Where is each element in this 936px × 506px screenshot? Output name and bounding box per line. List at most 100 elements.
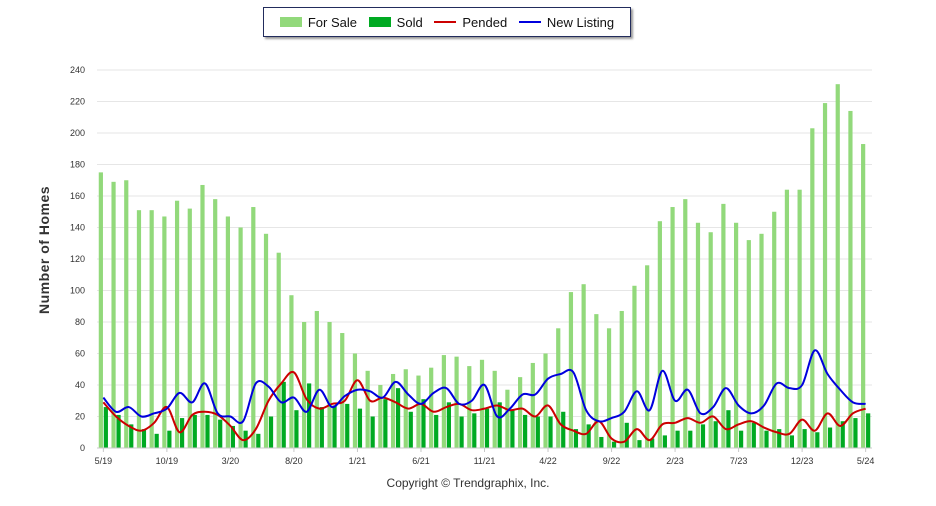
bar-sold	[129, 424, 134, 448]
bar-sold	[446, 402, 451, 448]
legend-item-sold[interactable]: Sold	[368, 14, 423, 30]
legend-swatch-sold	[368, 17, 391, 27]
legend-item-pended[interactable]: Pended	[434, 15, 507, 30]
bar-sold	[383, 399, 388, 448]
y-tick-label: 0	[80, 443, 85, 453]
bar-sold	[395, 388, 401, 448]
legend-label-for-sale: For Sale	[307, 14, 357, 30]
legend-swatch-new-listing	[518, 21, 541, 23]
bar-sold	[307, 383, 312, 448]
bar-sold	[713, 421, 718, 448]
bar-sold	[408, 411, 413, 448]
bar-for-sale	[479, 359, 485, 448]
line-pended	[102, 370, 866, 444]
x-tick-label: 6/21	[412, 456, 430, 466]
legend-label-sold: Sold	[396, 14, 423, 30]
bar-sold	[141, 429, 147, 448]
bar-for-sale	[238, 227, 243, 448]
y-tick-label: 140	[70, 223, 85, 233]
axis-layer: 0 20 40 60 80 100 120 140 160 180 200 220 240 5/19 10/…	[70, 65, 874, 466]
bar-for-sale	[632, 285, 637, 448]
bar-for-sale	[352, 353, 358, 448]
bar-sold	[421, 399, 426, 448]
bar-for-sale	[149, 210, 154, 448]
bar-for-sale	[365, 370, 370, 448]
y-tick-label: 180	[70, 160, 85, 170]
bar-for-sale	[390, 373, 396, 448]
bar-sold	[434, 414, 439, 448]
bar-sold	[535, 416, 540, 448]
bar-for-sale	[505, 389, 510, 448]
legend-item-for-sale[interactable]: For Sale	[279, 14, 357, 30]
bar-for-sale	[225, 216, 231, 448]
bar-sold	[484, 408, 490, 448]
bar-for-sale	[441, 355, 446, 448]
bar-sold	[802, 429, 807, 448]
bar-for-sale	[606, 328, 612, 448]
bar-sold	[205, 414, 210, 448]
bar-sold	[345, 403, 350, 448]
line-new-listing	[102, 349, 866, 424]
bar-layer	[98, 84, 871, 449]
x-tick-label: 5/24	[857, 456, 875, 466]
y-tick-label: 220	[70, 97, 85, 107]
legend-label-new-listing: New Listing	[546, 14, 615, 30]
x-tick-label: 10/19	[156, 456, 179, 466]
x-tick-label: 4/22	[539, 456, 557, 466]
bar-for-sale	[619, 310, 624, 448]
bar-for-sale	[136, 210, 142, 448]
bar-for-sale	[530, 362, 535, 448]
bar-for-sale	[467, 366, 472, 448]
bar-sold	[154, 433, 159, 448]
bar-sold	[510, 410, 515, 448]
y-tick-label: 20	[75, 412, 85, 422]
bar-sold	[103, 407, 108, 448]
bar-sold	[561, 411, 566, 448]
bar-for-sale	[556, 328, 561, 448]
bar-sold	[256, 433, 261, 448]
y-tick-label: 40	[75, 380, 85, 390]
x-tick-label: 11/21	[474, 456, 496, 466]
x-tick-label: 5/19	[95, 456, 113, 466]
x-tick-label: 12/23	[791, 456, 814, 466]
x-tick-label: 9/22	[603, 456, 621, 466]
bar-sold	[624, 422, 629, 448]
bar-for-sale	[746, 240, 751, 448]
legend-item-new-listing[interactable]: New Listing	[518, 14, 615, 30]
bar-for-sale	[861, 144, 866, 448]
bar-for-sale	[708, 232, 713, 448]
bar-for-sale	[797, 189, 802, 448]
legend-swatch-pended	[434, 21, 457, 23]
bar-sold	[116, 414, 121, 448]
bar-sold	[688, 430, 693, 448]
bar-for-sale	[581, 284, 586, 448]
x-tick-label: 3/20	[222, 456, 240, 466]
bar-sold	[294, 410, 299, 448]
x-tick-label: 8/20	[285, 456, 303, 466]
bar-for-sale	[200, 184, 205, 448]
y-tick-label: 80	[75, 317, 85, 327]
bar-sold	[866, 413, 871, 448]
bar-sold	[370, 416, 375, 448]
bar-for-sale	[835, 84, 840, 449]
bar-for-sale	[670, 207, 675, 448]
bar-sold	[637, 440, 642, 448]
bar-sold	[218, 419, 223, 448]
bar-for-sale	[733, 222, 739, 448]
bar-sold	[840, 421, 845, 448]
bar-sold	[853, 418, 858, 448]
bar-sold	[268, 416, 274, 448]
bar-sold	[167, 430, 172, 448]
bar-sold	[179, 418, 185, 448]
bar-for-sale	[683, 199, 688, 448]
y-tick-label: 240	[70, 65, 85, 75]
bar-for-sale	[810, 128, 815, 448]
y-tick-label: 160	[70, 191, 85, 201]
bar-sold	[675, 430, 680, 448]
bar-sold	[281, 381, 286, 448]
bar-for-sale	[111, 181, 116, 448]
line-layer	[102, 349, 866, 444]
bar-sold	[827, 427, 833, 448]
bar-for-sale	[657, 221, 662, 448]
